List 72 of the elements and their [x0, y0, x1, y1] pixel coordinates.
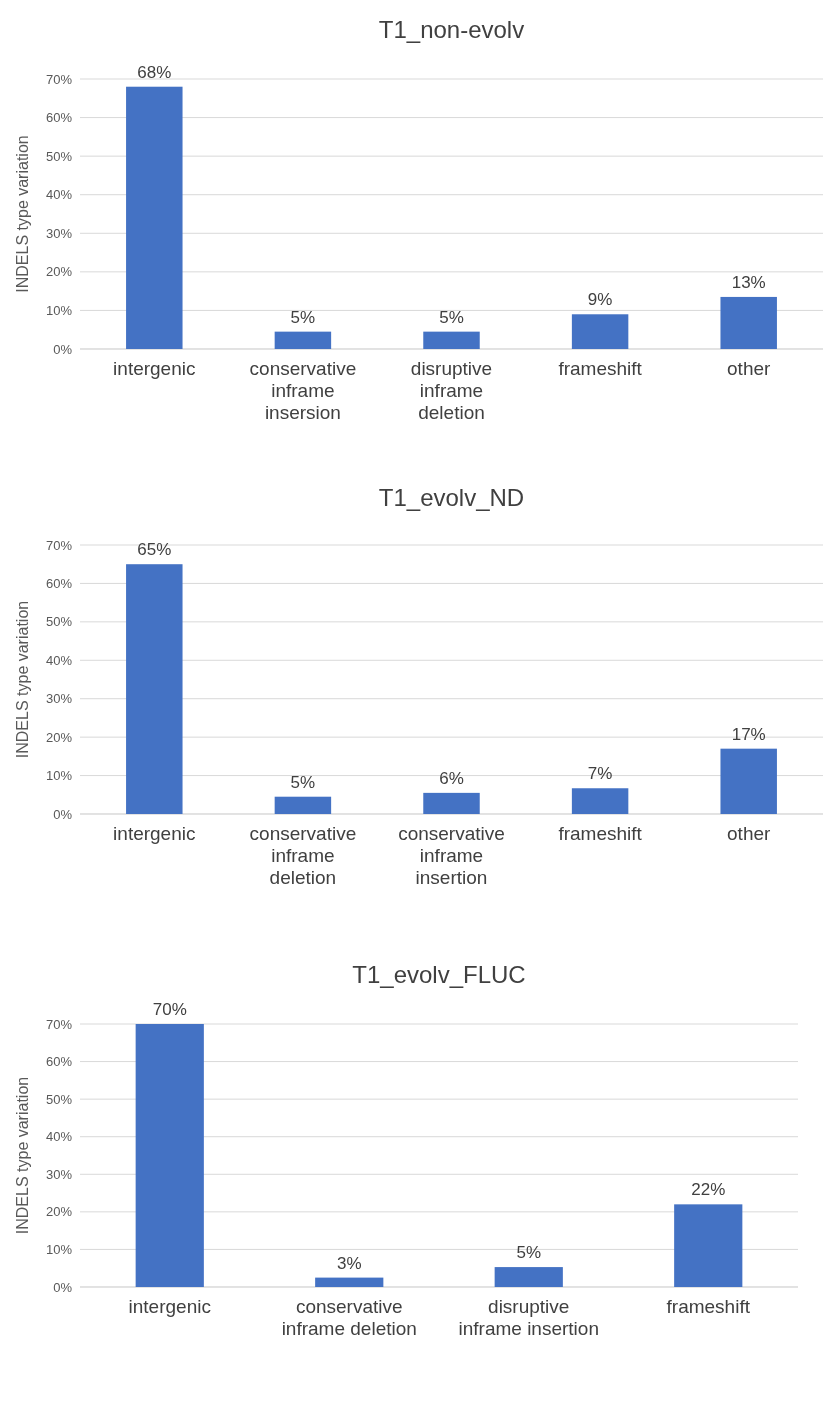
y-axis-title: INDELS type variation	[14, 1076, 31, 1235]
x-tick-label: disruptive inframe insertion	[458, 1296, 599, 1339]
x-tick-label: frameshift	[558, 358, 643, 379]
bar	[126, 86, 183, 349]
chart-title: T1_non-evolv	[378, 16, 525, 43]
y-tick-label: 30%	[45, 1166, 73, 1182]
bar	[571, 314, 629, 349]
data-label: 68%	[137, 62, 172, 82]
y-tick-label: 0%	[53, 341, 73, 357]
bar	[494, 1267, 563, 1287]
bar	[274, 796, 332, 814]
data-label: 22%	[691, 1180, 726, 1200]
x-tick-label: intergenic	[128, 1296, 211, 1317]
data-label: 6%	[439, 768, 464, 788]
x-tick-label: conservative inframe insertion	[398, 823, 505, 888]
y-axis-title: INDELS type variation	[14, 600, 31, 759]
bar	[423, 331, 480, 349]
bar	[135, 1024, 204, 1287]
x-tick-label: intergenic	[113, 823, 196, 844]
data-label: 7%	[587, 764, 613, 784]
y-tick-label: 40%	[45, 1129, 73, 1145]
chart-title: T1_evolv_ND	[378, 484, 525, 511]
y-tick-label: 30%	[45, 225, 73, 241]
x-tick-label: other	[727, 358, 772, 379]
data-label: 5%	[439, 307, 464, 327]
bar	[315, 1277, 384, 1287]
y-tick-label: 10%	[45, 768, 73, 784]
y-tick-label: 40%	[45, 187, 73, 203]
y-tick-label: 10%	[45, 1241, 73, 1257]
y-tick-label: 50%	[45, 614, 73, 630]
bar	[571, 788, 629, 814]
y-tick-label: 70%	[45, 71, 73, 87]
y-tick-label: 50%	[45, 148, 73, 164]
y-tick-label: 30%	[45, 691, 73, 707]
y-tick-label: 60%	[45, 575, 73, 591]
x-tick-label: other	[727, 823, 772, 844]
bar	[274, 331, 332, 349]
data-label: 9%	[587, 290, 613, 310]
y-tick-label: 0%	[53, 1279, 73, 1295]
bar	[720, 296, 777, 349]
y-tick-label: 70%	[45, 1016, 73, 1032]
data-label: 13%	[731, 272, 766, 292]
bar	[674, 1204, 743, 1287]
x-tick-label: conservative inframe deletion	[281, 1296, 417, 1339]
data-label: 65%	[137, 540, 172, 560]
x-tick-label: frameshift	[558, 823, 643, 844]
y-tick-label: 50%	[45, 1091, 73, 1107]
y-tick-label: 0%	[53, 806, 73, 822]
bar	[423, 792, 480, 814]
data-label: 17%	[731, 724, 766, 744]
data-label: 5%	[290, 772, 316, 792]
y-tick-label: 40%	[45, 652, 73, 668]
bar	[720, 748, 777, 814]
y-tick-label: 20%	[45, 729, 73, 745]
y-axis-title: INDELS type variation	[14, 135, 31, 293]
y-tick-label: 20%	[45, 1204, 73, 1220]
data-label: 70%	[152, 1000, 187, 1019]
chart-title: T1_evolv_FLUC	[352, 961, 526, 988]
y-tick-label: 60%	[45, 1054, 73, 1070]
x-tick-label: intergenic	[113, 358, 196, 379]
bar	[126, 564, 183, 814]
data-label: 5%	[516, 1243, 542, 1263]
data-label: 5%	[290, 307, 316, 327]
y-tick-label: 70%	[45, 537, 73, 553]
x-tick-label: conservative inframe deletion	[249, 823, 357, 888]
y-tick-label: 20%	[45, 264, 73, 280]
data-label: 3%	[336, 1253, 362, 1273]
x-tick-label: frameshift	[666, 1296, 751, 1317]
x-tick-label: conservative inframe insersion	[249, 358, 357, 423]
y-tick-label: 60%	[45, 110, 73, 126]
y-tick-label: 10%	[45, 302, 73, 318]
x-tick-label: disruptive inframe deletion	[410, 358, 493, 423]
